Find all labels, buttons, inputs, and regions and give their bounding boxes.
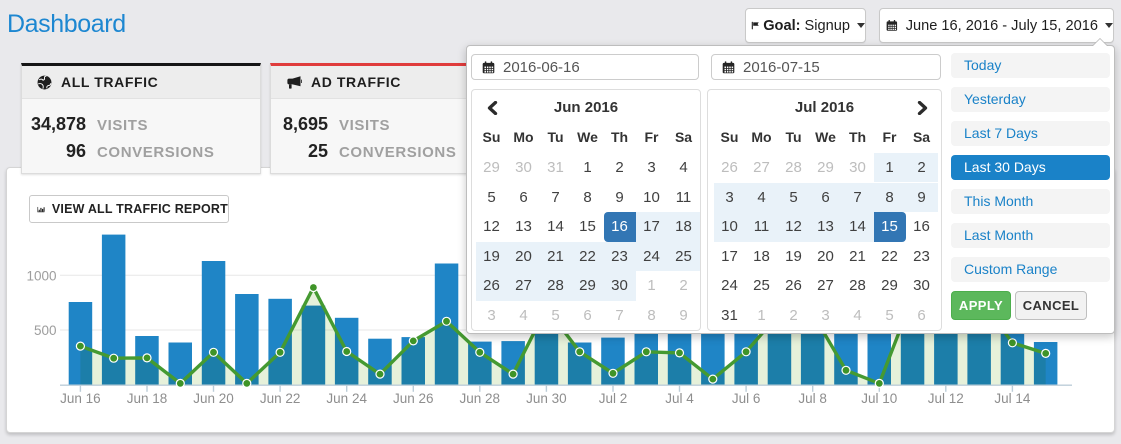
svg-text:500: 500 (34, 323, 57, 338)
svg-text:Jun 26: Jun 26 (393, 391, 434, 406)
svg-text:Jun 28: Jun 28 (460, 391, 501, 406)
svg-text:Jul 4: Jul 4 (665, 391, 694, 406)
svg-text:Jul 6: Jul 6 (732, 391, 761, 406)
svg-text:Jul 2: Jul 2 (599, 391, 628, 406)
svg-text:Jul 14: Jul 14 (994, 391, 1031, 406)
svg-text:Jun 18: Jun 18 (127, 391, 168, 406)
svg-text:Jun 20: Jun 20 (193, 391, 234, 406)
svg-text:Jun 22: Jun 22 (260, 391, 301, 406)
svg-text:Jul 8: Jul 8 (798, 391, 827, 406)
svg-text:1000: 1000 (26, 268, 56, 283)
svg-text:Jul 12: Jul 12 (928, 391, 964, 406)
svg-text:Jun 16: Jun 16 (60, 391, 101, 406)
svg-text:Jun 30: Jun 30 (526, 391, 567, 406)
svg-text:Jul 10: Jul 10 (861, 391, 897, 406)
svg-text:Jun 24: Jun 24 (326, 391, 367, 406)
